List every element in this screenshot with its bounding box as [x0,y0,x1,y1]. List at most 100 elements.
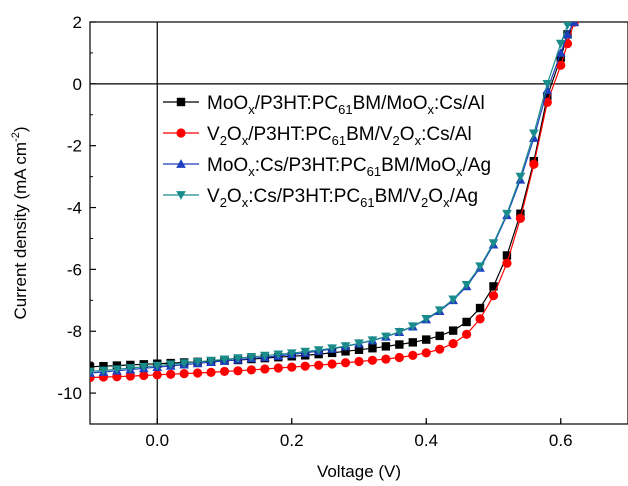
data-point [287,362,297,372]
legend-item: V2Ox:Cs/P3HT:PC61BM/V2Ox/Ag [163,186,478,210]
x-axis-label: Voltage (V) [317,462,401,481]
data-point [435,344,445,354]
data-point [421,314,432,324]
y-tick-label: -8 [67,322,82,341]
data-point [394,352,404,363]
data-point [206,356,216,366]
data-point [368,344,377,353]
series-layer [90,9,580,383]
legend-marker [176,97,186,107]
data-point [556,60,566,70]
x-tick-label: 0.4 [414,431,438,450]
data-point [300,347,311,357]
data-point [563,22,572,30]
data-point [206,367,216,377]
y-tick-label: -10 [57,384,82,403]
data-point [515,213,526,223]
legend-item: MoOx/P3HT:PC61BM/MoOx:Cs/Al [163,93,485,117]
data-point [90,367,95,377]
legend-marker [176,128,186,138]
y-axis-label-superscript: -2 [10,132,22,142]
data-point [300,361,310,371]
y-axis-label-text: Current density (mA cm [11,142,30,320]
data-point [179,359,189,368]
y-tick-label: -4 [67,199,82,218]
data-point [408,338,417,347]
data-point [152,370,162,380]
data-point [515,172,526,182]
data-point [340,342,351,351]
data-point [219,366,230,377]
data-point [125,364,136,373]
data-point [152,361,163,371]
data-point [90,368,95,377]
data-point [448,326,458,335]
data-point [475,303,485,313]
data-point [165,360,176,370]
legend-item: MoOx:Cs/P3HT:PC61BM/MoOx/Ag [163,155,491,179]
data-point [488,239,499,248]
y-tick-label: 0 [73,75,82,94]
legend-label: MoOx:Cs/P3HT:PC61BM/MoOx/Ag [207,155,491,179]
series-2 [90,22,579,383]
data-point [138,362,149,372]
data-point [448,295,458,305]
data-point [556,53,565,62]
data-point [435,331,444,341]
y-tick-label: 2 [73,13,82,32]
data-point [502,209,512,219]
data-point [569,9,579,18]
data-point [327,344,337,354]
x-tick-label: 0.0 [145,431,169,450]
series-4 [90,9,579,377]
data-point [273,350,284,360]
data-point [555,39,566,49]
legend-marker [176,159,186,168]
legend-label: V2Ox:Cs/P3HT:PC61BM/V2Ox/Ag [207,186,478,210]
legend: MoOx/P3HT:PC61BM/MoOx:Cs/Al V2Ox/P3HT:PC6… [163,93,491,210]
data-point [394,327,405,337]
data-point [340,358,351,368]
axes-frame [89,21,628,425]
data-point [542,79,553,89]
data-point [489,282,498,291]
data-point [543,92,552,101]
data-point [569,22,580,26]
data-point [354,345,364,354]
data-point [434,306,445,316]
data-point [354,339,364,349]
ticks-layer: 0.0 0.2 0.4 0.6 -10 -8 -6 -4 -2 0 2 [57,13,572,450]
data-point [90,362,95,371]
x-tick-label: 0.2 [280,431,304,450]
data-point [367,336,378,346]
data-point [192,357,203,367]
data-point [461,280,472,290]
legend-item: V2Ox/P3HT:PC61BM/V2Ox:Cs/Al [163,124,472,148]
x-tick-label: 0.6 [549,431,573,450]
data-point [475,262,485,272]
data-point [462,329,472,339]
data-point [407,322,418,332]
data-point [179,368,189,379]
data-point [246,365,256,375]
data-point [562,29,573,39]
reference-lines [90,22,628,424]
data-point [327,359,337,369]
data-point [488,291,499,301]
y-axis-label: Current density (mA cm-2) [10,126,30,319]
data-point [529,159,539,169]
data-point [529,129,539,139]
data-point [233,366,243,376]
data-point [475,314,485,324]
data-point [233,354,243,363]
data-point [555,48,566,57]
data-point [381,332,391,342]
data-point [381,354,391,364]
data-point [98,366,109,376]
data-point [125,371,135,381]
data-point [166,369,176,379]
data-point [502,251,512,260]
data-point [408,350,418,360]
legend-label: MoOx/P3HT:PC61BM/MoOx:Cs/Al [207,93,485,117]
